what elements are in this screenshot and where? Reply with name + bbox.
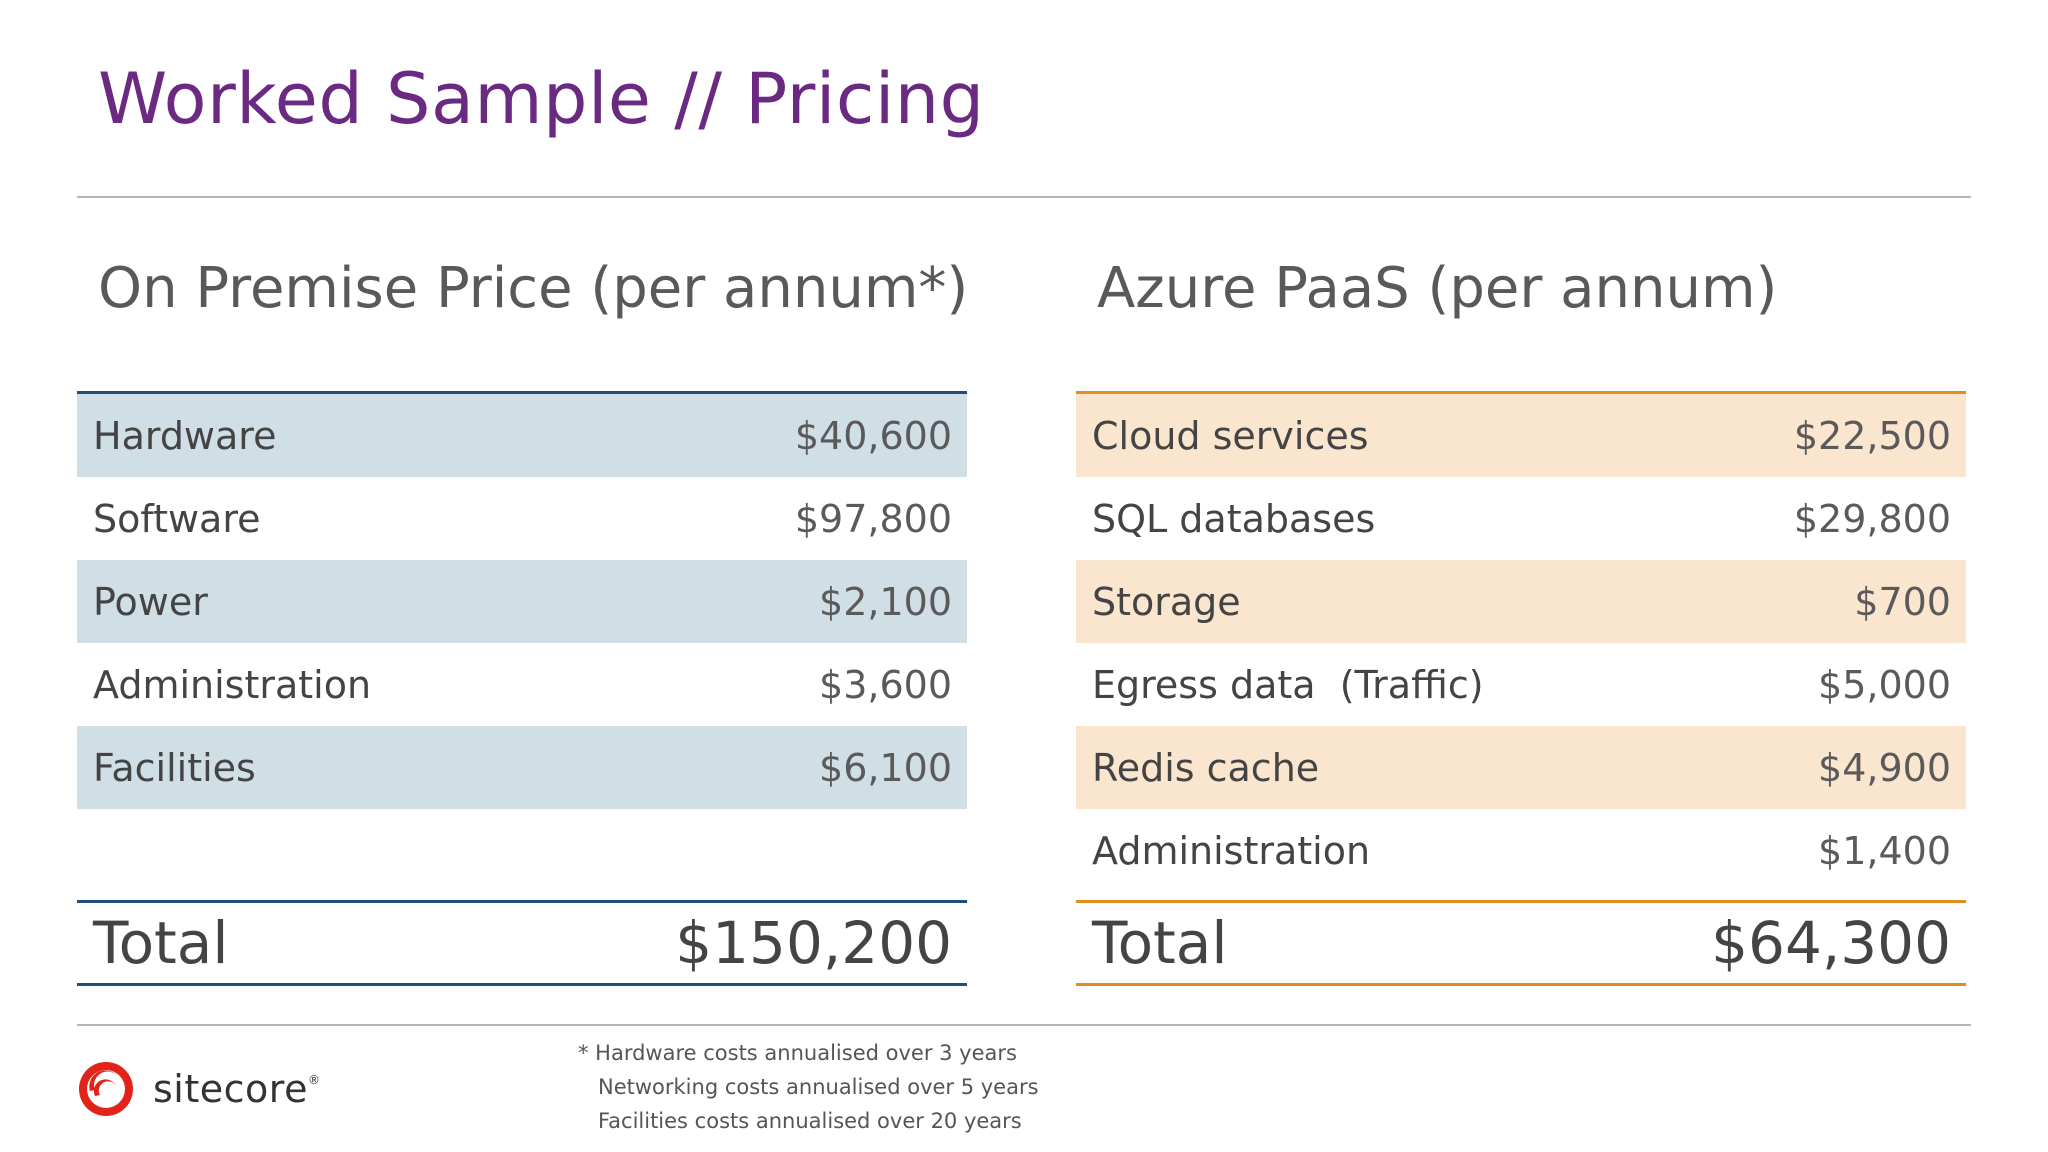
table-row: Software $97,800 xyxy=(77,477,967,560)
row-amount: $1,400 xyxy=(1818,828,1951,873)
sitecore-logo-icon xyxy=(79,1062,133,1116)
table-row: Redis cache $4,900 xyxy=(1076,726,1966,809)
row-label: Storage xyxy=(1092,579,1241,624)
row-label: Administration xyxy=(93,662,372,707)
total-amount: $150,200 xyxy=(675,909,952,977)
row-amount: $97,800 xyxy=(794,496,952,541)
on-premise-heading: On Premise Price (per annum*) xyxy=(98,256,969,321)
table-row: Administration $3,600 xyxy=(77,643,967,726)
row-label: Redis cache xyxy=(1092,745,1320,790)
sitecore-logo: sitecore® xyxy=(77,1060,320,1118)
azure-table: Cloud services $22,500 SQL databases $29… xyxy=(1076,391,1966,892)
footnotes: * Hardware costs annualised over 3 years… xyxy=(578,1036,1039,1138)
on-premise-total: Total $150,200 xyxy=(77,900,967,986)
row-label: Administration xyxy=(1092,828,1371,873)
table-row: Hardware $40,600 xyxy=(77,394,967,477)
row-amount: $6,100 xyxy=(819,745,952,790)
footnote: Facilities costs annualised over 20 year… xyxy=(598,1109,1022,1133)
row-label: Hardware xyxy=(93,413,277,458)
row-amount: $5,000 xyxy=(1818,662,1951,707)
row-amount: $22,500 xyxy=(1793,413,1951,458)
slide-title: Worked Sample // Pricing xyxy=(98,58,985,140)
row-label: Egress data (Traffic) xyxy=(1092,662,1484,707)
azure-total: Total $64,300 xyxy=(1076,900,1966,986)
table-row: Power $2,100 xyxy=(77,560,967,643)
row-amount: $2,100 xyxy=(819,579,952,624)
on-premise-table: Hardware $40,600 Software $97,800 Power … xyxy=(77,391,967,809)
logo-text: sitecore® xyxy=(153,1067,321,1111)
table-row: SQL databases $29,800 xyxy=(1076,477,1966,560)
footnote: Networking costs annualised over 5 years xyxy=(598,1075,1039,1099)
row-amount: $3,600 xyxy=(819,662,952,707)
row-label: SQL databases xyxy=(1092,496,1376,541)
row-amount: $29,800 xyxy=(1793,496,1951,541)
row-amount: $40,600 xyxy=(794,413,952,458)
table-row: Cloud services $22,500 xyxy=(1076,394,1966,477)
row-label: Power xyxy=(93,579,208,624)
footnote: * Hardware costs annualised over 3 years xyxy=(578,1041,1017,1065)
table-row: Egress data (Traffic) $5,000 xyxy=(1076,643,1966,726)
table-row: Storage $700 xyxy=(1076,560,1966,643)
total-amount: $64,300 xyxy=(1711,909,1951,977)
bottom-divider xyxy=(77,1024,1971,1026)
table-row: Administration $1,400 xyxy=(1076,809,1966,892)
row-label: Facilities xyxy=(93,745,256,790)
row-label: Software xyxy=(93,496,261,541)
row-label: Cloud services xyxy=(1092,413,1369,458)
total-label: Total xyxy=(93,909,229,977)
total-label: Total xyxy=(1092,909,1228,977)
row-amount: $700 xyxy=(1854,579,1951,624)
top-divider xyxy=(77,196,1971,198)
table-row: Facilities $6,100 xyxy=(77,726,967,809)
row-amount: $4,900 xyxy=(1818,745,1951,790)
azure-heading: Azure PaaS (per annum) xyxy=(1097,256,1778,321)
